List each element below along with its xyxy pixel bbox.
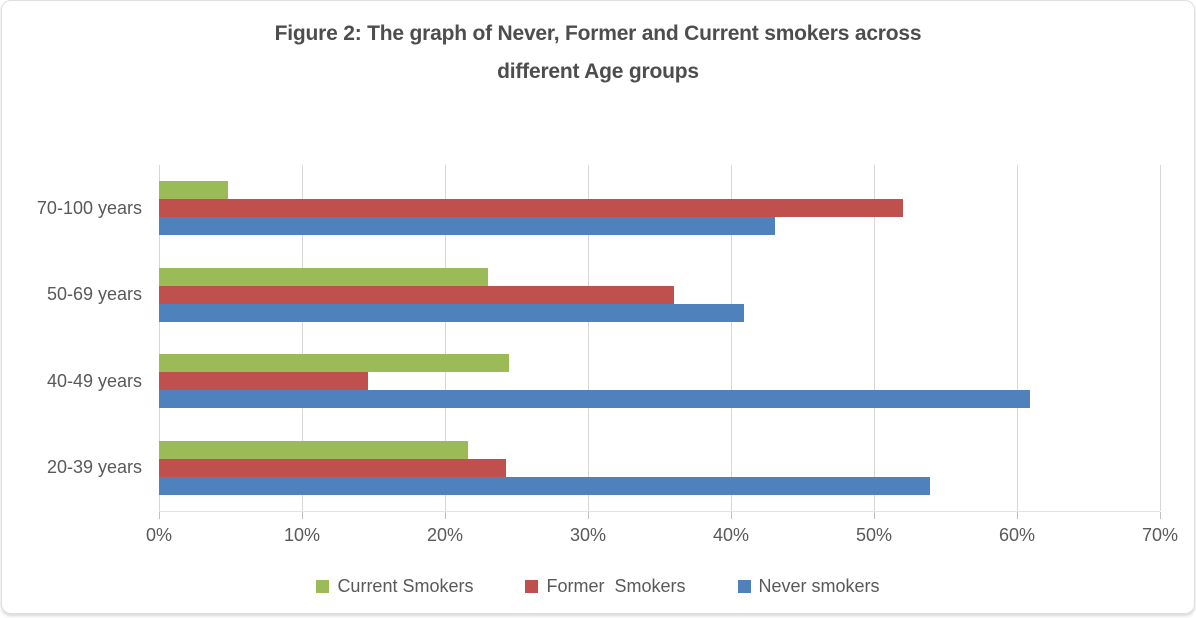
legend-label: Former Smokers: [546, 576, 686, 596]
gridline: [588, 165, 589, 511]
axis-tick: [302, 512, 303, 519]
bar-groups: [159, 165, 1160, 511]
bar-former-smokers-50-69-years: [159, 285, 674, 304]
gridline: [302, 165, 303, 511]
bar-group-40-49-years: [159, 338, 1160, 425]
axis-tick: [731, 512, 732, 519]
legend: Current Smokers Former Smokers Never smoke…: [2, 576, 1194, 597]
bar-never-smokers-70-100-years: [159, 217, 776, 236]
legend-marker: [316, 580, 330, 593]
chart-title: Figure 2: The graph of Never, Former and…: [2, 15, 1194, 91]
category-label: 40-49 years: [46, 370, 142, 391]
bar-current-smokers-70-100-years: [159, 181, 228, 200]
gridline: [445, 165, 446, 511]
x-axis-tick-label: 30%: [569, 525, 607, 545]
plot-area: [159, 165, 1161, 512]
x-axis-tick-label: 50%: [855, 525, 893, 545]
gridline: [731, 165, 732, 511]
gridline: [1160, 165, 1161, 511]
x-axis-tick-label: 10%: [283, 525, 321, 545]
bar-group-50-69-years: [159, 252, 1160, 339]
legend-marker: [525, 580, 539, 593]
legend-item-never-smokers: Never smokers: [737, 576, 880, 597]
axis-tick: [1160, 512, 1161, 519]
axis-tick: [874, 512, 875, 519]
axis-tick: [588, 512, 589, 519]
chart-title-line-2: different Age groups: [497, 60, 699, 83]
gridline: [1017, 165, 1018, 511]
axis-tick: [1017, 512, 1018, 519]
bar-current-smokers-20-39-years: [159, 440, 468, 459]
bar-former-smokers-20-39-years: [159, 458, 507, 477]
axis-tick: [159, 512, 160, 519]
bar-never-smokers-20-39-years: [159, 476, 930, 495]
category-label: 70-100 years: [36, 197, 142, 218]
legend-label: Current Smokers: [337, 576, 474, 596]
x-axis-tick-label: 60%: [998, 525, 1036, 545]
x-axis-tick-label: 20%: [426, 525, 464, 545]
bar-former-smokers-70-100-years: [159, 199, 903, 218]
legend-marker: [737, 580, 751, 593]
category-label: 20-39 years: [46, 457, 142, 478]
gridline: [159, 165, 160, 511]
bar-current-smokers-50-69-years: [159, 267, 488, 286]
gridline: [874, 165, 875, 511]
legend-label: Never smokers: [758, 576, 880, 596]
x-axis-labels: 0% 10% 20% 30% 40% 50% 60% 70%: [146, 525, 1178, 549]
axis-tick: [445, 512, 446, 519]
legend-item-former-smokers: Former Smokers: [525, 576, 686, 597]
bar-group-20-39-years: [159, 425, 1160, 512]
x-axis-ticks: [159, 512, 1161, 519]
category-labels: 70-100 years 50-69 years 40-49 years 20-39 …: [2, 165, 142, 511]
legend-item-current-smokers: Current Smokers: [316, 576, 473, 597]
x-axis-tick-label: 40%: [712, 525, 750, 545]
category-label: 50-69 years: [46, 284, 142, 305]
bar-group-70-100-years: [159, 165, 1160, 252]
bar-former-smokers-40-49-years: [159, 372, 368, 391]
chart-title-line-1: Figure 2: The graph of Never, Former and…: [274, 22, 922, 45]
bar-never-smokers-50-69-years: [159, 303, 744, 322]
x-axis-tick-label: 0%: [145, 525, 173, 545]
x-axis-tick-label: 70%: [1141, 525, 1179, 545]
bar-current-smokers-40-49-years: [159, 354, 510, 373]
bar-never-smokers-40-49-years: [159, 390, 1030, 409]
